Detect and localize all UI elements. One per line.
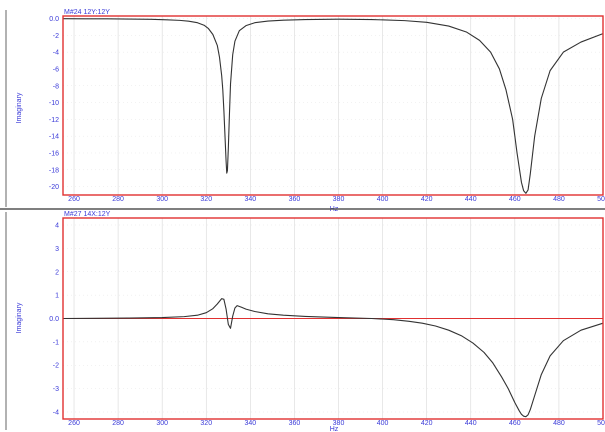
y-tick-label: 1 xyxy=(55,293,59,300)
chart-panel-2: M#27 14X:12Y Imaginary Hz 4 3 2 1 0.0 -1 -2 -3 -… xyxy=(5,211,605,432)
panel-1-x-ticks: 260 280 300 320 340 360 380 400 420 440 460 480 500 xyxy=(68,196,605,203)
panel-1-ylabel: Imaginary xyxy=(16,92,23,123)
y-tick-label: -6 xyxy=(53,66,59,73)
x-tick-label: 260 xyxy=(68,196,80,203)
x-tick-label: 400 xyxy=(377,420,389,427)
y-tick-label: -4 xyxy=(53,50,59,57)
series-line xyxy=(62,298,604,418)
panel-1-title: M#24 12Y:12Y xyxy=(64,9,110,16)
chart-panel-1: M#24 12Y:12Y Imaginary Hz 0.0-2-4-6-8-10… xyxy=(5,9,605,213)
x-tick-label: 480 xyxy=(553,420,565,427)
panel-1-grid xyxy=(63,16,604,195)
y-tick-label: -18 xyxy=(49,167,59,174)
x-tick-label: 280 xyxy=(112,420,124,427)
y-tick-label: -8 xyxy=(53,83,59,90)
y-tick-label: -1 xyxy=(53,339,59,346)
x-tick-label: 400 xyxy=(377,196,389,203)
panel-2-title: M#27 14X:12Y xyxy=(64,211,111,218)
x-tick-label: 320 xyxy=(200,420,212,427)
y-tick-label: 2 xyxy=(55,269,59,276)
x-tick-label: 500 xyxy=(597,420,605,427)
y-tick-label: -2 xyxy=(53,363,59,370)
x-tick-label: 320 xyxy=(200,196,212,203)
x-tick-label: 300 xyxy=(156,420,168,427)
panel-2-ylabel: Imaginary xyxy=(16,302,23,333)
x-tick-label: 460 xyxy=(509,420,521,427)
y-tick-label: -3 xyxy=(53,386,59,393)
x-tick-label: 360 xyxy=(289,196,301,203)
panel-2-series xyxy=(62,298,604,418)
panel-1-plot-frame xyxy=(62,15,604,196)
x-tick-label: 440 xyxy=(465,420,477,427)
x-tick-label: 480 xyxy=(553,196,565,203)
x-tick-label: 460 xyxy=(509,196,521,203)
panel-2-xlabel: Hz xyxy=(330,426,339,432)
y-tick-label: -20 xyxy=(49,184,59,191)
panel-2-plot-frame xyxy=(62,217,604,420)
x-tick-label: 380 xyxy=(333,196,345,203)
x-tick-label: 340 xyxy=(245,420,257,427)
x-tick-label: 360 xyxy=(289,420,301,427)
x-tick-label: 420 xyxy=(421,196,433,203)
x-tick-label: 260 xyxy=(68,420,80,427)
y-tick-label: 0.0 xyxy=(49,16,59,23)
panel-1-y-ticks: 0.0 -2 -4 -6 -8 -10 -12 -14 -16 -18 -20 xyxy=(49,16,59,191)
y-tick-label: -12 xyxy=(49,117,59,124)
y-tick-label: -14 xyxy=(49,134,59,141)
y-tick-label: -2 xyxy=(53,33,59,40)
panel-2-y-ticks: 4 3 2 1 0.0 -1 -2 -3 -4 xyxy=(49,223,59,417)
x-tick-label: 280 xyxy=(112,196,124,203)
x-tick-label: 300 xyxy=(156,196,168,203)
x-tick-label: 440 xyxy=(465,196,477,203)
series-line xyxy=(62,18,604,194)
x-tick-label: 420 xyxy=(421,420,433,427)
y-tick-label: -10 xyxy=(49,100,59,107)
x-tick-label: 500 xyxy=(597,196,605,203)
y-tick-label: 4 xyxy=(55,223,59,230)
y-tick-label: 0.0 xyxy=(49,316,59,323)
panel-2-x-ticks: 260 280 300 320 340 360 380 400 420 440 460 480 500 xyxy=(68,420,605,427)
x-tick-label: 380 xyxy=(333,420,345,427)
panel-1-series xyxy=(62,18,604,194)
y-tick-label: -4 xyxy=(53,409,59,416)
y-tick-label: -16 xyxy=(49,150,59,157)
y-tick-label: 3 xyxy=(55,246,59,253)
x-tick-label: 340 xyxy=(245,196,257,203)
